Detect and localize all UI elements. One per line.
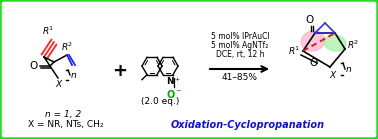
Text: X: X: [329, 71, 335, 80]
Text: O: O: [306, 15, 314, 25]
Text: $\mathit{R}^2$: $\mathit{R}^2$: [347, 39, 359, 51]
Text: n: n: [71, 70, 77, 80]
Text: Oxidation-Cyclopropanation: Oxidation-Cyclopropanation: [171, 120, 325, 130]
Text: 5 mol% IPrAuCl: 5 mol% IPrAuCl: [211, 32, 269, 40]
Text: 5 mol% AgNTf₂: 5 mol% AgNTf₂: [211, 40, 269, 49]
Text: O: O: [30, 61, 38, 71]
Ellipse shape: [301, 31, 325, 51]
Text: (2.0 eq.): (2.0 eq.): [141, 96, 179, 106]
Text: 41–85%: 41–85%: [222, 73, 258, 81]
Text: X = NR, NTs, CH₂: X = NR, NTs, CH₂: [28, 121, 104, 130]
Ellipse shape: [324, 35, 346, 51]
Text: X: X: [55, 80, 61, 89]
Text: n = 1, 2: n = 1, 2: [45, 110, 81, 119]
Text: N$^+$: N$^+$: [166, 76, 182, 87]
Text: $\mathit{R}^1$: $\mathit{R}^1$: [288, 45, 300, 57]
Text: O$^-$: O$^-$: [166, 88, 182, 100]
Text: n: n: [346, 64, 352, 74]
Text: O: O: [310, 58, 318, 68]
Text: $\mathit{R}^2$: $\mathit{R}^2$: [61, 41, 73, 53]
Text: DCE, rt, 12 h: DCE, rt, 12 h: [216, 49, 264, 59]
Text: $\mathit{R}^1$: $\mathit{R}^1$: [42, 25, 54, 37]
Text: +: +: [113, 62, 127, 80]
